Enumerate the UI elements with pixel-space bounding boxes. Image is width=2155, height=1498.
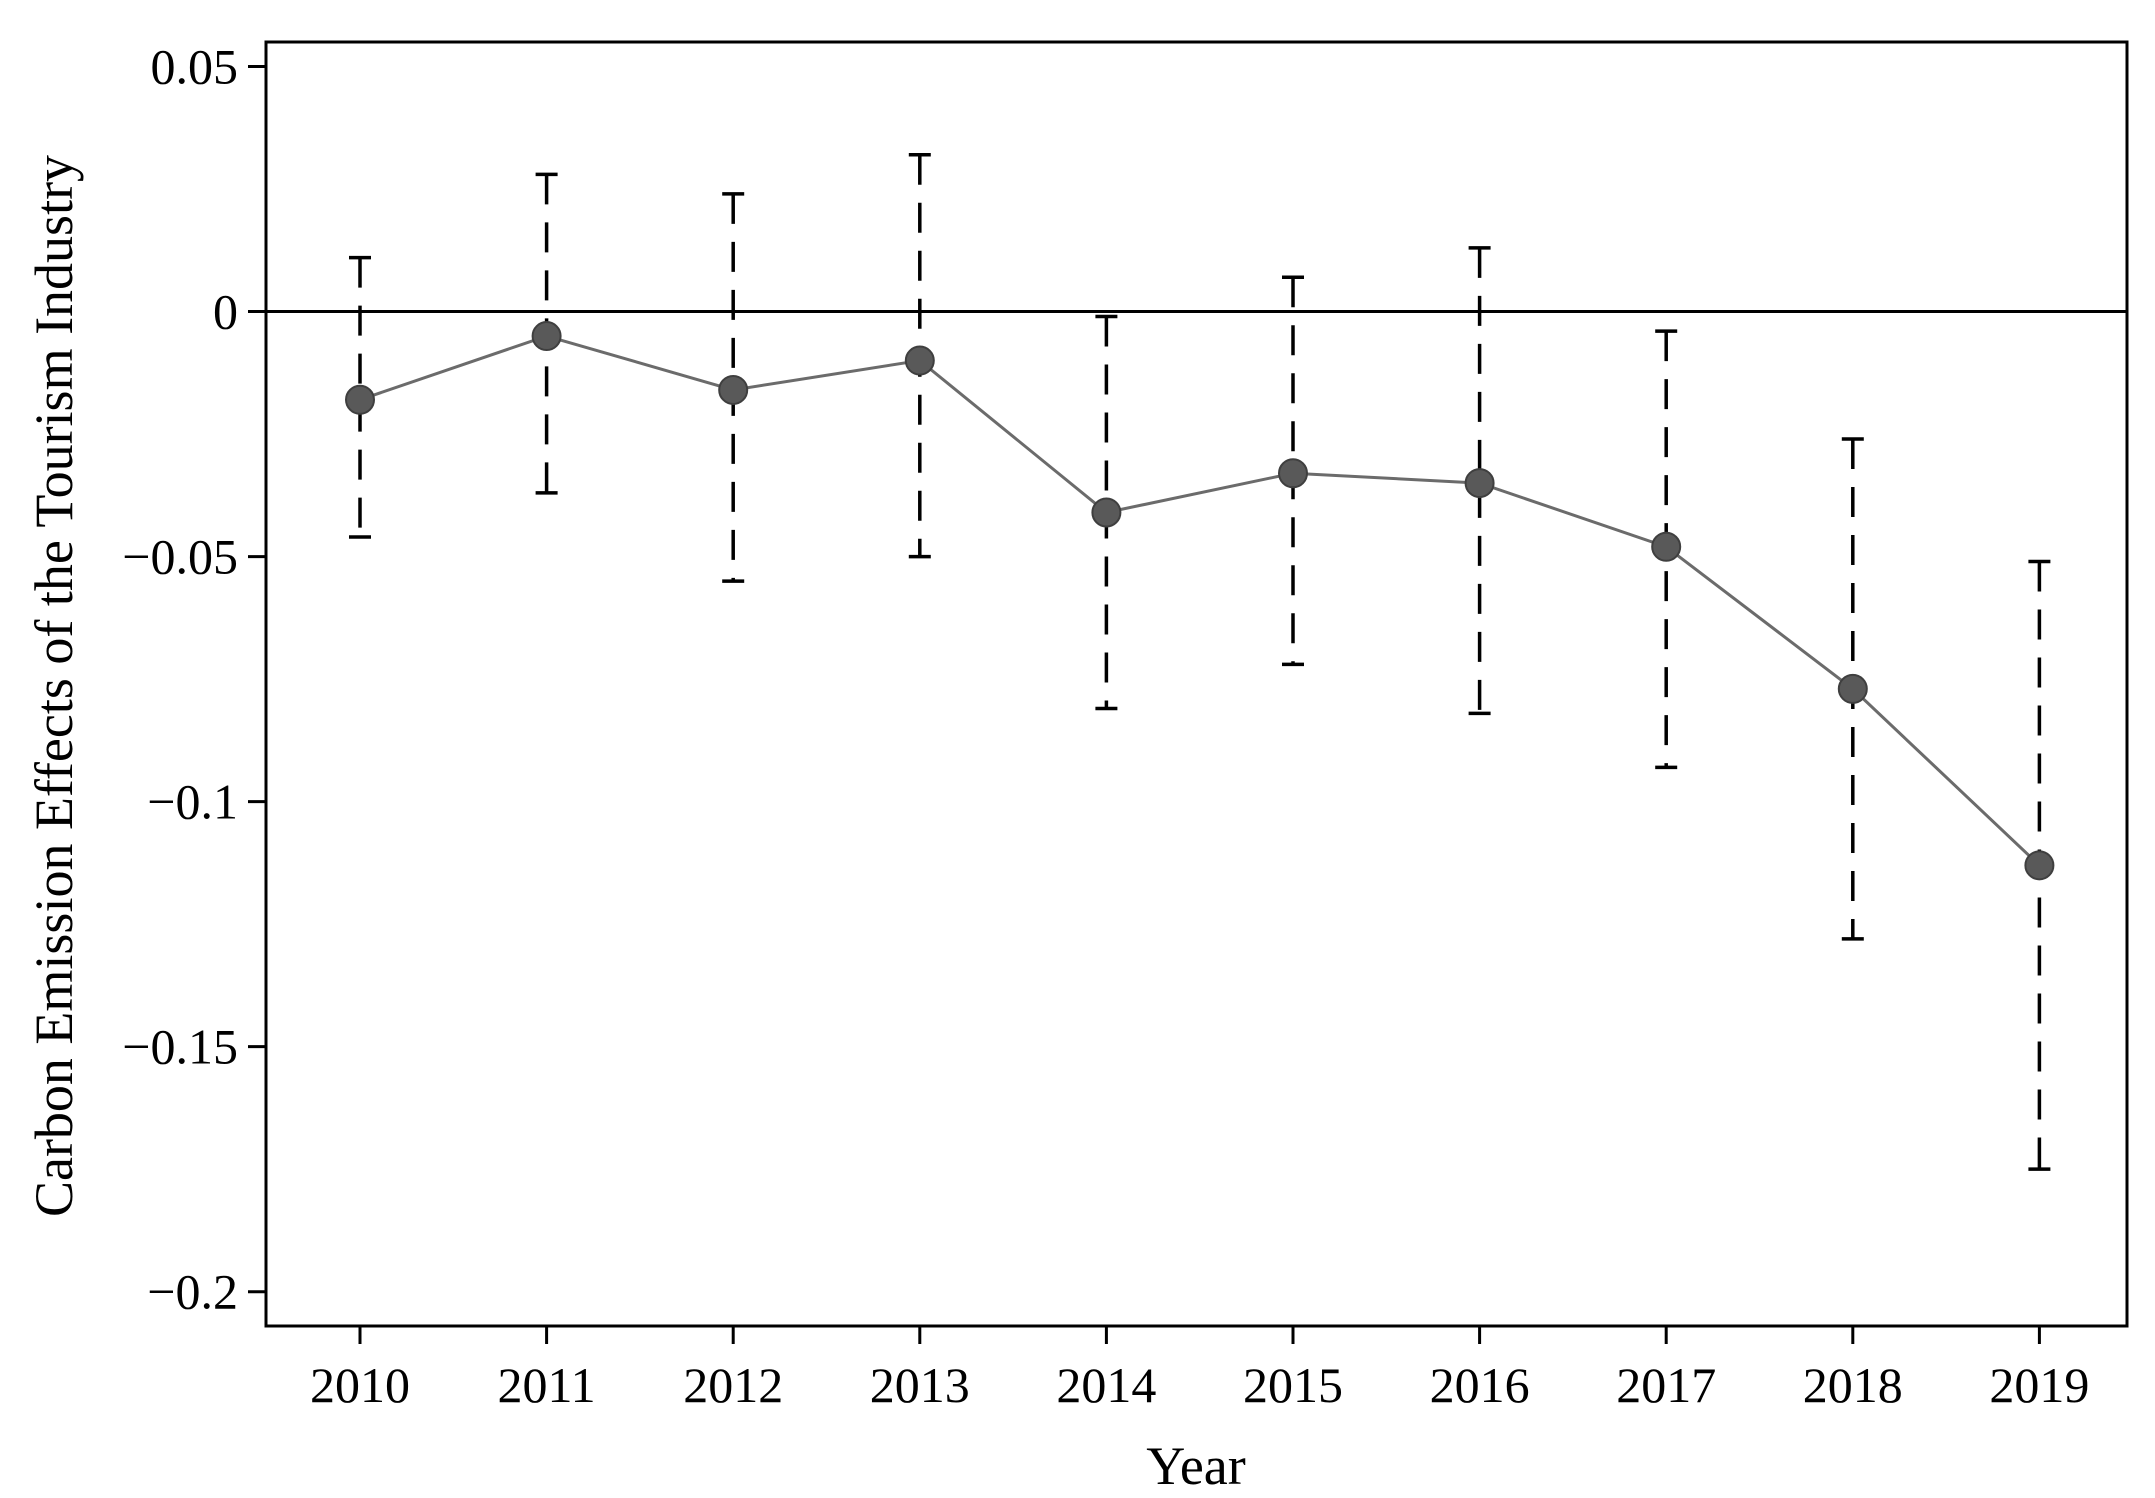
data-point [1837,673,1868,704]
series-line-layer [359,334,2041,867]
series-line [359,334,2041,867]
data-point [904,345,935,376]
y-tick-label: −0.15 [122,1019,238,1075]
y-tick-label: −0.05 [122,529,238,585]
y-tick-label: 0 [213,284,238,340]
data-point [2024,850,2055,881]
plot-frame [264,40,2129,1328]
data-points [345,321,2055,881]
data-point [1278,458,1308,489]
data-point [1464,468,1495,499]
y-axis-title: Carbon Emission Effects of the Tourism I… [24,155,84,1217]
data-point [718,374,749,405]
x-axis-title: Year [1146,1436,1246,1496]
data-point [345,384,375,415]
y-tick-label: −0.1 [147,774,238,830]
y-axis: 0.05 0 −0.05 −0.1 −0.15 −0.2 [122,39,266,1320]
x-tick-label: 2015 [1243,1357,1343,1413]
x-tick-label: 2018 [1803,1357,1903,1413]
x-tick-label: 2011 [498,1357,596,1413]
y-tick-label: 0.05 [151,39,239,95]
data-point [1091,497,1122,528]
x-tick-label: 2010 [310,1357,410,1413]
x-tick-label: 2019 [1989,1357,2089,1413]
data-point [1651,531,1682,562]
data-point [531,321,562,352]
x-tick-label: 2012 [683,1357,783,1413]
x-axis: 2010 2011 2012 2013 2014 2015 2016 2017 2018 2019 [310,1326,2089,1413]
x-tick-label: 2016 [1430,1357,1530,1413]
x-tick-label: 2014 [1056,1357,1156,1413]
error-bars [349,152,2051,1171]
x-tick-label: 2013 [870,1357,970,1413]
y-tick-label: −0.2 [147,1264,238,1320]
x-tick-label: 2017 [1616,1357,1716,1413]
